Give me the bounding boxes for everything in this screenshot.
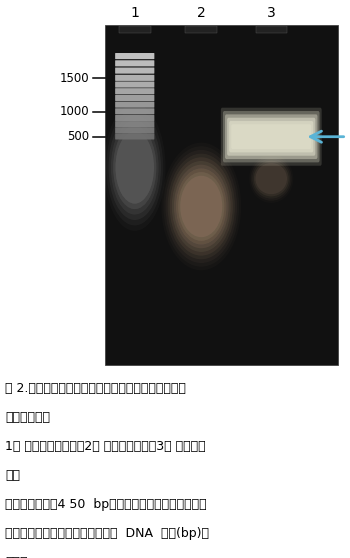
FancyBboxPatch shape [227,118,315,156]
FancyBboxPatch shape [231,124,311,149]
FancyBboxPatch shape [115,102,154,108]
FancyBboxPatch shape [115,133,154,140]
Text: 2: 2 [197,6,205,20]
Bar [119,26,150,33]
Ellipse shape [254,161,288,196]
FancyBboxPatch shape [115,115,154,121]
Ellipse shape [178,172,224,241]
Bar [105,25,338,365]
Ellipse shape [172,161,231,252]
FancyBboxPatch shape [115,121,154,127]
Text: 3: 3 [267,6,276,20]
FancyBboxPatch shape [115,127,154,133]
Ellipse shape [176,169,226,244]
Bar [256,26,287,33]
Ellipse shape [180,176,222,237]
FancyBboxPatch shape [223,111,320,162]
Ellipse shape [113,126,156,209]
Ellipse shape [170,157,233,256]
Ellipse shape [174,165,229,248]
Text: 図 2.　電気泳動によるウリ類退緑黄化ウイルス特異: 図 2. 電気泳動によるウリ類退緑黄化ウイルス特異 [5,382,186,395]
FancyBboxPatch shape [115,68,154,74]
Text: 1: 1 [130,6,139,20]
Text: 1： 分子量マーカー、2： 健全サンプル、3： 感染サン: 1： 分子量マーカー、2： 健全サンプル、3： 感染サン [5,440,206,453]
Bar [186,26,217,33]
FancyBboxPatch shape [225,114,317,159]
Ellipse shape [111,121,159,215]
FancyBboxPatch shape [221,108,322,166]
Text: 1000: 1000 [60,105,89,118]
Text: 500: 500 [67,130,89,143]
Text: 矢印の位置（結4 50  bp）に増幅が見られれば陽性と: 矢印の位置（結4 50 bp）に増幅が見られれば陽性と [5,498,207,511]
Ellipse shape [116,131,154,204]
FancyBboxPatch shape [115,81,154,88]
Ellipse shape [252,158,290,199]
FancyBboxPatch shape [229,121,313,152]
Text: 見なす。左端の数字はおおよその  DNA  鎖長(bp)を: 見なす。左端の数字はおおよその DNA 鎖長(bp)を [5,527,209,540]
FancyBboxPatch shape [115,108,154,114]
Ellipse shape [256,163,287,194]
FancyBboxPatch shape [115,88,154,94]
FancyBboxPatch shape [115,75,154,81]
Ellipse shape [168,153,235,259]
Text: 表す。: 表す。 [5,556,28,558]
FancyBboxPatch shape [115,95,154,101]
FancyBboxPatch shape [115,60,154,66]
FancyBboxPatch shape [115,53,154,59]
Text: プル: プル [5,469,20,482]
Text: 的増幅の確認: 的増幅の確認 [5,411,50,424]
Ellipse shape [166,150,237,263]
Text: 1500: 1500 [60,71,89,85]
